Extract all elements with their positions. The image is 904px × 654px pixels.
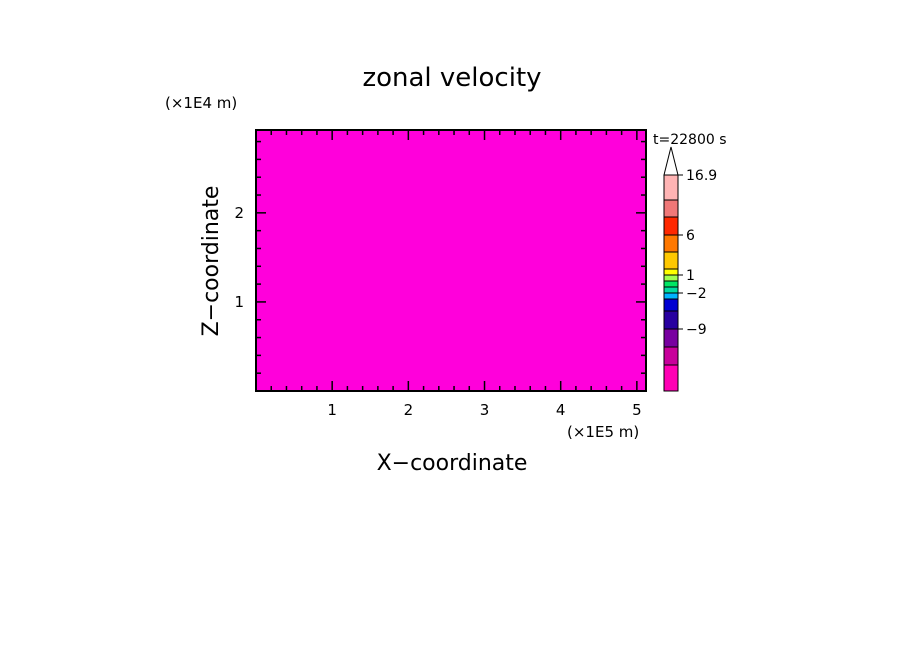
colorbar-box <box>663 174 679 201</box>
chart-title: zonal velocity <box>362 63 541 93</box>
plot-frame <box>255 129 647 392</box>
colorbar-box <box>663 292 679 300</box>
heatmap-field <box>256 130 646 391</box>
y-unit-label: (×1E4 m) <box>165 94 237 112</box>
colorbar-box <box>663 298 679 312</box>
colorbar-label: −2 <box>686 286 707 302</box>
colorbar-box <box>663 234 679 253</box>
colorbar-label: −9 <box>686 322 707 338</box>
x-tick-label: 5 <box>632 401 642 419</box>
colorbar-box <box>663 286 679 294</box>
x-tick-label: 2 <box>404 401 414 419</box>
colorbar-extend-triangle <box>663 146 679 176</box>
colorbar-box <box>663 328 679 348</box>
y-tick-label: 2 <box>234 204 244 222</box>
time-label: t=22800 s <box>653 132 727 148</box>
colorbar-box <box>663 274 679 282</box>
colorbar-label: 1 <box>686 268 695 284</box>
colorbar-box <box>663 216 679 236</box>
colorbar: 16.9 6 1 −2 −9 <box>663 146 717 392</box>
field-noise <box>256 130 646 391</box>
y-axis-label: Z−coordinate <box>199 186 224 337</box>
colorbar-box <box>663 268 679 276</box>
x-axis: 1 2 3 4 5 <box>270 130 642 419</box>
x-tick-label: 1 <box>327 401 337 419</box>
colorbar-box <box>663 310 679 330</box>
colorbar-box <box>663 251 679 270</box>
x-axis-label: X−coordinate <box>377 451 528 476</box>
colorbar-box <box>663 364 679 392</box>
colorbar-label: 16.9 <box>686 168 717 184</box>
x-tick-label: 4 <box>556 401 566 419</box>
x-tick-label: 3 <box>480 401 490 419</box>
colorbar-box <box>663 199 679 218</box>
colorbar-box <box>663 280 679 288</box>
colorbar-box <box>663 346 679 366</box>
y-tick-label: 1 <box>234 293 244 311</box>
y-axis: 12 <box>234 140 646 374</box>
x-unit-label: (×1E5 m) <box>567 423 639 441</box>
colorbar-label: 6 <box>686 228 695 244</box>
